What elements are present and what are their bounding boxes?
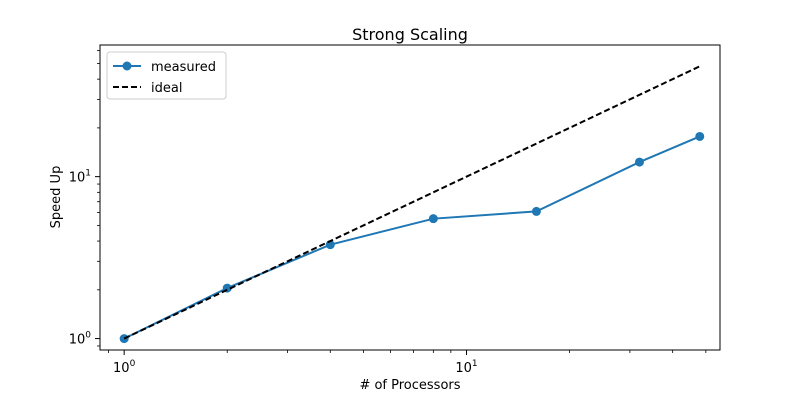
data-point-measured [531, 206, 541, 216]
legend-label-ideal: ideal [151, 81, 182, 96]
x-tick-label: 101 [455, 359, 477, 376]
data-point-measured [428, 214, 438, 224]
legend-label-measured: measured [151, 60, 216, 75]
series-line-ideal [123, 65, 701, 340]
data-point-measured [695, 131, 705, 141]
chart-title: Strong Scaling [352, 25, 468, 44]
data-point-measured [634, 157, 644, 167]
x-tick-label: 100 [113, 359, 136, 376]
axes-frame [99, 44, 721, 351]
series-line-measured [123, 135, 701, 340]
y-tick-label: 101 [69, 169, 91, 186]
legend: measured ideal [106, 51, 227, 100]
y-tick-label: 100 [69, 331, 92, 348]
x-axis-label: # of Processors [359, 378, 460, 393]
legend-marker-measured [122, 61, 132, 71]
plot-area: 100 101 100 101 [69, 44, 721, 376]
y-axis-label: Speed Up [49, 166, 64, 229]
